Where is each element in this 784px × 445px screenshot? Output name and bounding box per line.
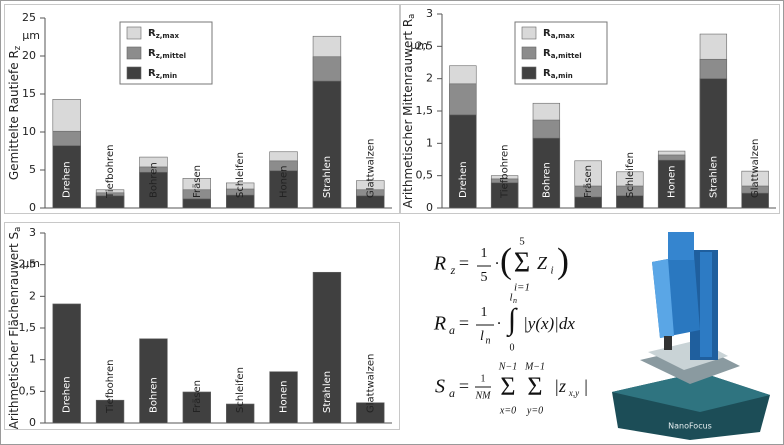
formula-token: ∫: [506, 303, 518, 338]
formula-token: (: [500, 240, 512, 280]
formula-token: =: [459, 313, 469, 333]
formula-token: ·: [496, 316, 501, 333]
category-label: Strahlen: [322, 156, 333, 198]
legend-swatch: [127, 67, 141, 79]
formula-token: 1: [481, 246, 488, 261]
y-tick-label: 3: [29, 226, 36, 239]
category-label: Glattwalzen: [750, 139, 761, 198]
figure: Gemittelte Rautiefe Rzμm0510152025Drehen…: [0, 0, 784, 445]
category-label: Drehen: [62, 161, 73, 198]
formula-token: 5: [481, 270, 488, 285]
category-label: Honen: [667, 166, 678, 198]
y-tick-label: 0,5: [416, 169, 434, 182]
legend-swatch: [127, 47, 141, 59]
bar: [183, 199, 211, 208]
formula-token: =: [459, 253, 469, 273]
y-tick-label: 2,5: [416, 39, 434, 52]
column-light: [700, 252, 712, 357]
y-tick-label: 0: [29, 416, 36, 429]
y-tick-label: 0: [29, 201, 36, 214]
category-label: Glattwalzen: [365, 354, 376, 413]
y-tick-label: 20: [22, 49, 36, 62]
formula-token: n: [486, 335, 491, 346]
formula-token: 0: [510, 342, 515, 353]
formula-token: 5: [519, 236, 525, 248]
formula-token: S: [435, 376, 445, 398]
y-tick-label: 15: [22, 87, 36, 100]
category-label: Honen: [279, 381, 290, 413]
category-label: Schleifen: [625, 152, 636, 198]
formula-token: R: [433, 253, 446, 275]
formula-token: |: [584, 376, 588, 396]
category-label: Tiefbohren: [105, 360, 116, 414]
formula-token: l: [480, 329, 484, 344]
formula-token: z: [450, 263, 456, 277]
y-tick-label: 25: [22, 11, 36, 24]
formula-token: 1: [481, 305, 488, 320]
formula-token: Z: [537, 253, 548, 273]
y-tick-label: 2: [29, 289, 36, 302]
y-tick-label: 2,5: [19, 258, 37, 271]
category-label: Bohren: [541, 162, 552, 198]
y-tick-label: 10: [22, 125, 36, 138]
category-label: Drehen: [62, 376, 73, 413]
y-tick-label: 1: [426, 136, 433, 149]
formula-token: |z: [554, 376, 566, 396]
category-label: Glattwalzen: [365, 139, 376, 198]
category-label: Fräsen: [583, 165, 594, 198]
category-label: Honen: [279, 166, 290, 198]
legend-swatch: [522, 67, 536, 79]
y-tick-label: 5: [29, 163, 36, 176]
formula-token: a: [449, 386, 455, 400]
category-label: Schleifen: [235, 367, 246, 413]
y-tick-label: 1,5: [416, 104, 434, 117]
formula-token: Σ: [514, 247, 530, 278]
category-label: Bohren: [148, 377, 159, 413]
formula-token: ): [557, 240, 569, 280]
category-label: Tiefbohren: [105, 145, 116, 199]
category-label: Bohren: [148, 162, 159, 198]
formula-token: Σ: [527, 372, 542, 401]
formula-token: 1: [481, 373, 486, 384]
category-label: Strahlen: [322, 371, 333, 413]
y-tick-label: 1: [29, 353, 36, 366]
formula-token: y=0: [526, 405, 543, 416]
formula-token: R: [433, 313, 446, 335]
y-axis-title: Gemittelte Rautiefe Rz: [7, 45, 22, 180]
y-tick-label: 0,5: [19, 384, 37, 397]
formula-token: |y(x)|dx: [523, 314, 575, 333]
y-tick-label: 3: [426, 7, 433, 20]
legend-swatch: [522, 27, 536, 39]
formula-token: M−1: [524, 361, 545, 372]
category-label: Strahlen: [708, 156, 719, 198]
formula-token: i: [550, 265, 553, 277]
category-label: Drehen: [458, 161, 469, 198]
formula-token: i=1: [514, 282, 530, 294]
y-tick-label: 0: [426, 201, 433, 214]
formula-token: x,y: [568, 388, 579, 398]
formula-token: N−1: [498, 361, 517, 372]
formula-token: NM: [475, 390, 492, 401]
formula-token: =: [459, 376, 469, 396]
y-tick-label: 1,5: [19, 321, 37, 334]
category-label: Fräsen: [192, 165, 203, 198]
y-tick-label: 2: [426, 72, 433, 85]
formula-token: a: [449, 323, 455, 337]
objective: [664, 336, 672, 350]
legend-swatch: [522, 47, 536, 59]
category-label: Fräsen: [192, 380, 203, 413]
category-label: Tiefbohren: [500, 145, 511, 199]
category-label: Schleifen: [235, 152, 246, 198]
legend-swatch: [127, 27, 141, 39]
brand-label: NanoFocus: [668, 422, 712, 431]
formula-token: x=0: [499, 405, 516, 416]
formula-token: Σ: [500, 372, 515, 401]
head-top: [668, 232, 694, 260]
unit-label: μm: [22, 29, 40, 42]
formula-token: ·: [494, 256, 499, 273]
